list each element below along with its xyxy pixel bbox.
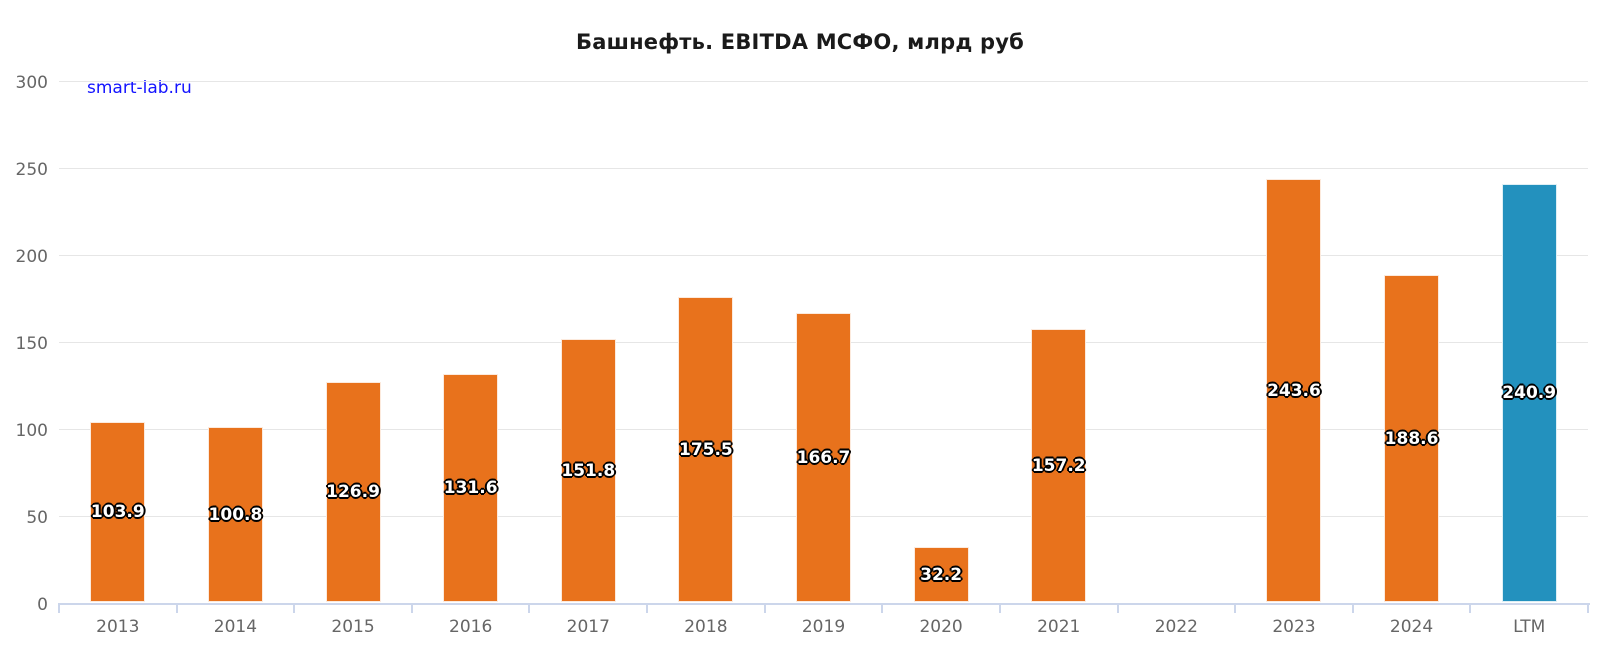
x-axis-label: 2014 <box>213 616 258 637</box>
bar-value-label: 243.6 <box>1267 380 1321 401</box>
y-gridline <box>59 167 1588 169</box>
bar-2017[interactable] <box>560 338 616 603</box>
x-axis-tick <box>998 602 1001 613</box>
bar-value-label: 131.6 <box>443 478 498 499</box>
x-axis-tick <box>293 602 296 613</box>
x-axis-tick <box>881 602 884 613</box>
y-axis-label: 250 <box>15 159 48 180</box>
bar-2020[interactable] <box>913 546 969 603</box>
bar-value-label: 103.9 <box>90 502 145 523</box>
x-axis-tick <box>410 602 413 613</box>
bar-value-label: 100.8 <box>208 504 263 525</box>
bar-2021[interactable] <box>1031 329 1087 603</box>
x-axis-tick <box>528 602 531 613</box>
bar-value-label: 240.9 <box>1502 383 1557 404</box>
x-axis-tick <box>763 602 766 613</box>
bar-2016[interactable] <box>443 373 499 603</box>
bar-value-label: 175.5 <box>678 439 733 460</box>
y-gridline <box>59 254 1588 256</box>
y-axis-label: 200 <box>15 246 48 267</box>
y-axis-label: 300 <box>15 73 48 93</box>
y-axis-label: 50 <box>26 507 48 528</box>
bar-value-label: 157.2 <box>1031 455 1086 476</box>
x-axis-tick <box>1351 602 1354 613</box>
bar-2014[interactable] <box>207 427 263 603</box>
x-axis-tick <box>1116 602 1119 613</box>
x-axis-label: 2016 <box>449 616 493 637</box>
x-axis-label: 2022 <box>1154 616 1198 637</box>
x-axis-tick <box>1469 602 1472 613</box>
x-axis-tick <box>58 602 60 613</box>
x-axis-label: 2021 <box>1037 616 1081 637</box>
bar-value-label: 126.9 <box>326 482 380 503</box>
bar-LTM[interactable] <box>1501 183 1557 603</box>
x-axis-label: 2017 <box>566 616 610 637</box>
bar-value-label: 188.6 <box>1384 428 1439 449</box>
bar-value-label: 166.7 <box>796 447 851 468</box>
bar-2018[interactable] <box>678 297 734 603</box>
bar-2024[interactable] <box>1384 274 1440 603</box>
bar-2015[interactable] <box>325 381 381 603</box>
x-axis-tick <box>1234 602 1237 613</box>
bar-2019[interactable] <box>796 312 851 603</box>
x-axis-label: 2013 <box>96 616 140 637</box>
watermark-link[interactable]: smart-lab.ru <box>87 78 192 98</box>
x-axis-label: 2018 <box>684 616 728 637</box>
x-axis-label: LTM <box>1513 616 1546 637</box>
bar-value-label: 151.8 <box>561 460 616 481</box>
y-axis-label: 0 <box>37 594 48 615</box>
y-gridline <box>59 81 1588 82</box>
chart-title: Башнефть. EBITDA МСФО, млрд руб <box>576 30 1024 54</box>
y-axis-label: 100 <box>15 420 48 441</box>
x-axis-label: 2024 <box>1389 616 1434 637</box>
x-axis-line <box>59 602 1590 605</box>
x-axis-tick <box>175 602 178 613</box>
x-axis-tick <box>1587 602 1589 613</box>
bar-2013[interactable] <box>90 421 146 603</box>
x-axis-label: 2015 <box>331 616 375 637</box>
x-axis-tick <box>646 602 649 613</box>
bar-2023[interactable] <box>1266 179 1322 603</box>
x-axis-label: 2023 <box>1272 616 1316 637</box>
y-axis-label: 150 <box>15 333 48 354</box>
x-axis-label: 2019 <box>801 616 846 637</box>
x-axis-label: 2020 <box>919 616 963 637</box>
bar-value-label: 32.2 <box>920 564 963 585</box>
